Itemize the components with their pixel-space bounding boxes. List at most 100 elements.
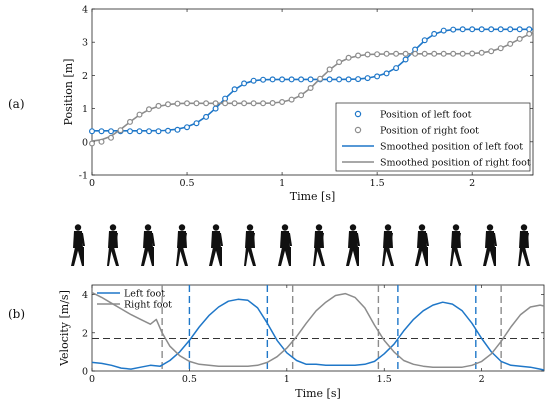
data-point [469, 50, 476, 57]
silhouette-torso [211, 231, 221, 248]
legend-label: Smoothed position of left foot [380, 142, 523, 153]
silhouette-arm [219, 233, 223, 246]
x-tick-label: 0 [89, 178, 95, 189]
y-tick-label: 4 [82, 5, 88, 16]
data-point [193, 120, 200, 127]
x-tick-label: 1 [279, 178, 285, 189]
data-point [393, 65, 400, 72]
legend-marker [354, 126, 362, 134]
data-point [241, 80, 248, 87]
data-point [288, 96, 295, 103]
y-tick-label: 0 [82, 137, 88, 148]
silhouette-front-leg [382, 247, 387, 266]
data-point [88, 128, 95, 135]
data-point [98, 128, 105, 135]
data-point [231, 86, 238, 93]
silhouette-arm [251, 233, 255, 246]
x-axis-label: Time [s] [295, 387, 341, 400]
data-point [364, 51, 371, 58]
data-point [526, 30, 533, 37]
y-axis-label: Position [m] [62, 59, 75, 126]
data-point [440, 27, 447, 34]
data-point [393, 50, 400, 57]
walking-silhouette [278, 224, 292, 266]
y-tick-label: 4 [82, 290, 88, 301]
data-point [459, 26, 466, 33]
silhouette-arm [81, 233, 85, 246]
data-point [222, 100, 229, 107]
legend-marker [354, 110, 362, 118]
x-tick-label: 0.5 [179, 178, 194, 189]
data-point [288, 76, 295, 83]
series-line [91, 298, 545, 371]
y-axis-label: Velocity [m/s] [58, 290, 71, 367]
data-point [307, 84, 314, 91]
walking-silhouette [313, 224, 325, 266]
data-point [364, 75, 371, 82]
silhouette-arm [457, 233, 461, 246]
silhouette-back-leg [385, 247, 394, 266]
silhouette-front-leg [450, 247, 455, 266]
y-tick-label: 2 [82, 71, 88, 82]
data-point [507, 40, 514, 47]
legend-label: Position of right foot [380, 126, 479, 137]
data-point [107, 134, 114, 141]
data-point [497, 45, 504, 52]
silhouette-back-leg [483, 247, 491, 266]
data-point [193, 100, 200, 107]
data-point [450, 50, 457, 57]
silhouette-torso [348, 231, 358, 248]
silhouette-torso [73, 231, 83, 248]
walking-silhouette [518, 224, 530, 266]
data-point [440, 50, 447, 57]
x-tick-label: 2 [469, 178, 475, 189]
series-line [91, 291, 545, 368]
walking-silhouette [346, 224, 360, 266]
data-point [336, 76, 343, 83]
data-point [174, 126, 181, 133]
silhouette-back-leg [110, 247, 119, 266]
data-point [279, 98, 286, 105]
data-point [155, 128, 162, 135]
data-point [298, 76, 305, 83]
data-point [374, 73, 381, 80]
silhouette-head [281, 224, 289, 231]
walking-silhouette [209, 224, 223, 266]
data-point [421, 50, 428, 57]
walking-silhouette [415, 224, 429, 266]
data-point [412, 50, 419, 57]
silhouette-head [109, 224, 117, 231]
data-point [459, 50, 466, 57]
data-point [212, 100, 219, 107]
y-tick-label: 2 [82, 328, 88, 339]
silhouette-back-leg [346, 247, 354, 266]
data-point [98, 138, 105, 145]
data-point [298, 92, 305, 99]
silhouette-arm [525, 233, 529, 246]
data-point [402, 56, 409, 63]
y-tick-label: -1 [79, 171, 88, 182]
data-point [269, 76, 276, 83]
y-tick-label: 0 [82, 367, 88, 378]
silhouette-arm [320, 233, 324, 246]
data-point [469, 26, 476, 33]
data-point [402, 50, 409, 57]
data-point [260, 76, 267, 83]
data-point [355, 76, 362, 83]
data-point [345, 76, 352, 83]
data-point [336, 59, 343, 66]
panel-label-a: (a) [8, 97, 25, 111]
silhouette-front-leg [77, 247, 84, 266]
data-point [250, 100, 257, 107]
panel-label-b: (b) [8, 307, 25, 321]
data-point [117, 127, 124, 134]
walking-silhouette [483, 224, 497, 266]
chart-b: 0 0.5 1 1.5 2 0 2 4 Time [s] Velocity [m/s] Left f… [58, 284, 545, 400]
silhouette-arm [114, 233, 118, 246]
silhouette-back-leg [415, 247, 423, 266]
walking-sequence [71, 224, 530, 266]
silhouette-back-leg [521, 247, 530, 266]
silhouette-back-leg [316, 247, 325, 266]
data-point [488, 48, 495, 55]
data-point [222, 95, 229, 102]
